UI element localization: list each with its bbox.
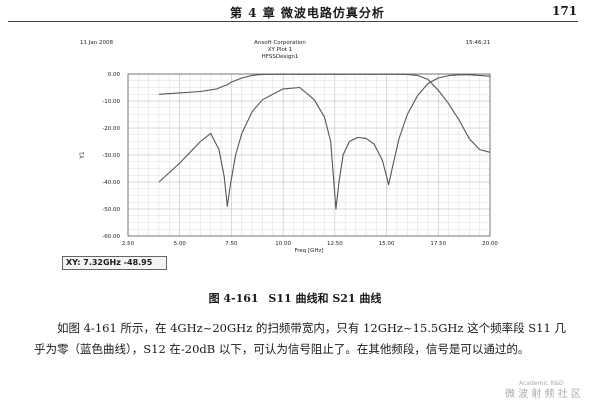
- chart-design-name: HFSSDesign1: [262, 54, 299, 60]
- x-tick-label: 10.00: [275, 241, 291, 247]
- x-tick-label: 5.00: [174, 241, 187, 247]
- x-tick-label: 2.50: [122, 241, 135, 247]
- chart-background: [60, 32, 500, 254]
- y-tick-label: -50.00: [102, 207, 120, 213]
- chart-tick-labels: 2.50 5.00 7.50 10.00 12.50 15.00 17.50 20.00 0.0…: [102, 72, 498, 247]
- y-tick-label: -30.00: [102, 153, 120, 159]
- chapter-title: 第 4 章 微波电路仿真分析: [230, 6, 385, 20]
- body-paragraph: 如图 4-161 所示，在 4GHz~20GHz 的扫频带宽内，只有 12GHz…: [34, 321, 566, 356]
- y-tick-label: -10.00: [102, 99, 120, 105]
- series-line-2: [158, 74, 491, 210]
- xy-plot-chart: 11 Jan 2008 Ansoft Corporation XY Plot 1…: [60, 32, 500, 254]
- x-tick-label: 15.00: [379, 241, 395, 247]
- chart-series: [158, 73, 491, 210]
- figure-caption-text: S11 曲线和 S21 曲线: [268, 292, 382, 305]
- y-tick-label: -20.00: [102, 126, 120, 132]
- watermark: Academic R&D 微 波 射 频 社 区: [505, 380, 581, 400]
- page-number: 171: [552, 4, 578, 18]
- page-header: 第 4 章 微波电路仿真分析 171: [0, 0, 590, 24]
- figure-number: 图 4-161: [208, 292, 259, 305]
- watermark-main-text: 微 波 射 频 社 区: [505, 389, 581, 400]
- marker-readout: XY: 7.32GHz -48.95: [62, 256, 167, 270]
- x-tick-label: 20.00: [482, 241, 498, 247]
- y-tick-label: -60.00: [102, 234, 120, 240]
- chart-company: Ansoft Corporation: [254, 40, 306, 46]
- figure-caption: 图 4-161 S11 曲线和 S21 曲线: [0, 290, 590, 306]
- y-axis-label: Y1: [79, 151, 86, 160]
- x-tick-label: 7.50: [225, 241, 238, 247]
- chart-title: XY Plot 1: [268, 47, 293, 53]
- header-rule: [8, 21, 578, 22]
- y-tick-label: -40.00: [102, 180, 120, 186]
- y-tick-label: 0.00: [108, 72, 121, 78]
- series-line-1: [158, 73, 491, 153]
- x-axis-label: Freq [GHz]: [294, 248, 323, 254]
- x-tick-label: 17.50: [430, 241, 446, 247]
- chart-grid: [128, 74, 490, 236]
- x-tick-label: 12.50: [327, 241, 343, 247]
- chart-date: 11 Jan 2008: [80, 40, 113, 46]
- watermark-small-text: Academic R&D: [519, 380, 564, 387]
- chart-time: 15:46:21: [466, 40, 491, 46]
